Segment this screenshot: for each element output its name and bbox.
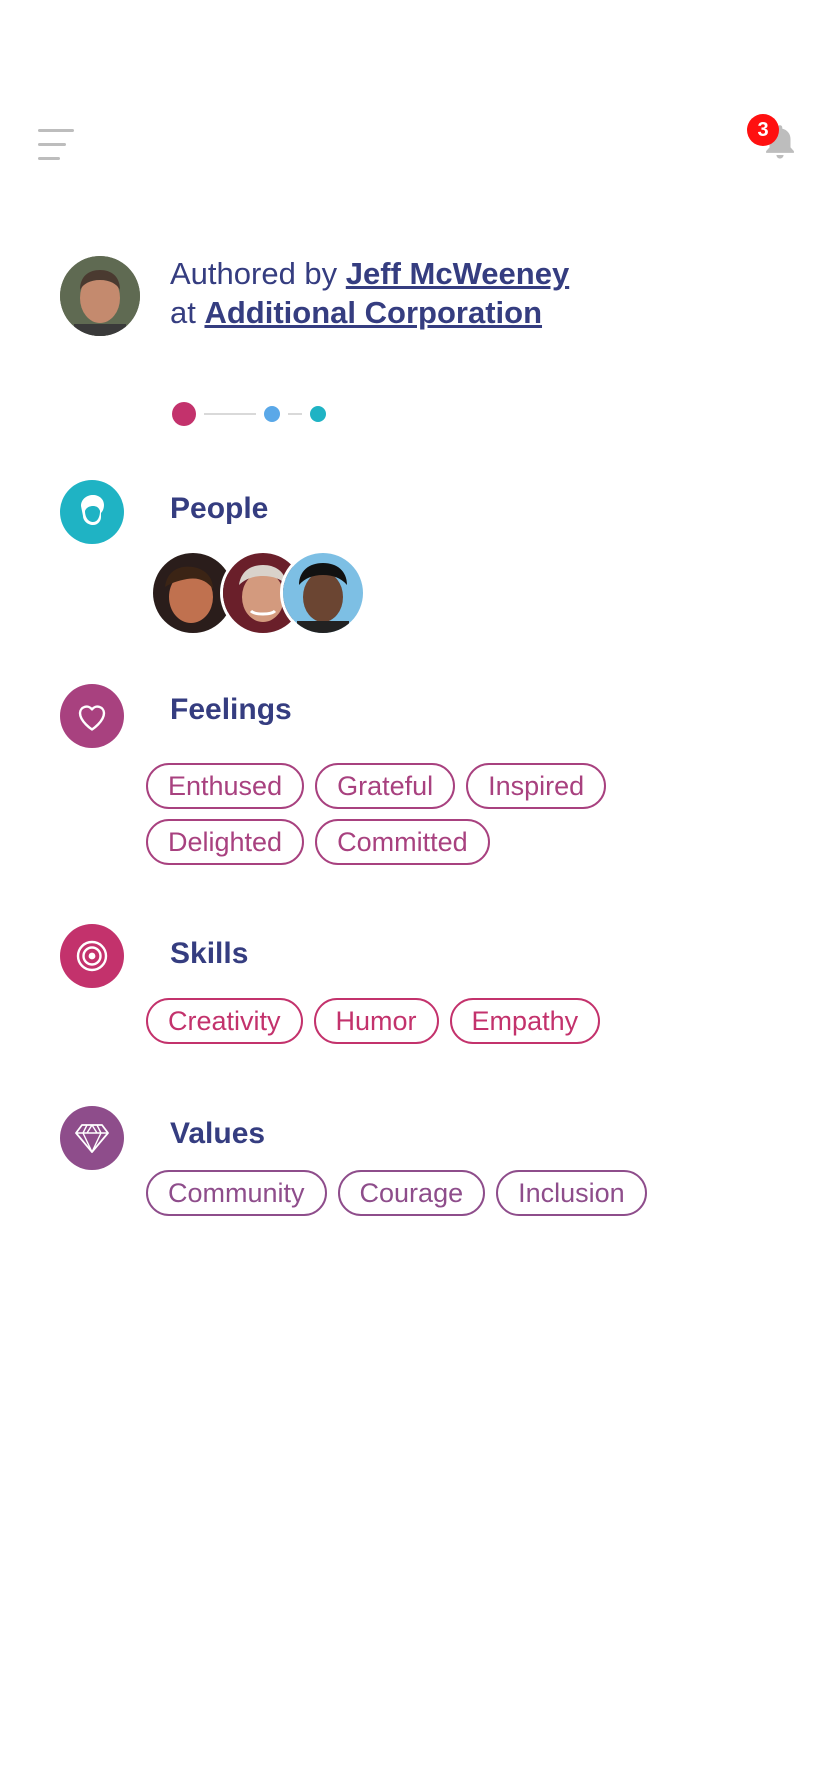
author-at: at <box>170 295 196 330</box>
person-avatar[interactable] <box>150 550 236 636</box>
feelings-title: Feelings <box>170 693 292 726</box>
value-tag[interactable]: Inclusion <box>496 1170 647 1216</box>
feeling-tag[interactable]: Committed <box>315 819 490 865</box>
value-tag[interactable]: Courage <box>337 1170 486 1216</box>
progress-step-1 <box>172 402 196 426</box>
values-tag-list: Community Courage Inclusion <box>146 1170 666 1216</box>
skills-title: Skills <box>170 937 249 970</box>
people-avatar-group <box>150 550 370 636</box>
menu-line <box>38 143 66 146</box>
menu-line <box>38 129 74 132</box>
people-title: People <box>170 492 269 525</box>
menu-icon[interactable] <box>38 128 78 164</box>
feelings-tag-list: Enthused Grateful Inspired Delighted Com… <box>146 763 666 865</box>
person-avatar[interactable] <box>280 550 366 636</box>
heart-icon <box>60 684 124 748</box>
progress-step-3 <box>310 406 326 422</box>
values-title: Values <box>170 1117 266 1150</box>
skill-tag[interactable]: Humor <box>313 998 439 1044</box>
feeling-tag[interactable]: Delighted <box>146 819 305 865</box>
progress-connector <box>204 413 256 415</box>
notification-badge: 3 <box>747 114 779 146</box>
skills-tag-list: Creativity Humor Empathy <box>146 998 666 1044</box>
company-link[interactable]: Additional Corporation <box>204 295 543 330</box>
value-tag[interactable]: Community <box>146 1170 327 1216</box>
author-avatar[interactable] <box>60 256 140 336</box>
target-icon <box>60 924 124 988</box>
diamond-icon <box>60 1106 124 1170</box>
author-name-link[interactable]: Jeff McWeeney <box>345 256 570 291</box>
feeling-tag[interactable]: Grateful <box>315 763 456 809</box>
feeling-tag[interactable]: Inspired <box>466 763 607 809</box>
progress-step-2 <box>264 406 280 422</box>
author-prefix: Authored by <box>170 256 338 291</box>
author-byline: Authored by Jeff McWeeney at Additional … <box>170 254 569 332</box>
skill-tag[interactable]: Empathy <box>449 998 601 1044</box>
progress-connector <box>288 413 302 415</box>
skill-tag[interactable]: Creativity <box>146 998 303 1044</box>
progress-indicator <box>172 402 332 426</box>
feeling-tag[interactable]: Enthused <box>146 763 305 809</box>
person-head-icon <box>60 480 124 544</box>
menu-line <box>38 157 60 160</box>
